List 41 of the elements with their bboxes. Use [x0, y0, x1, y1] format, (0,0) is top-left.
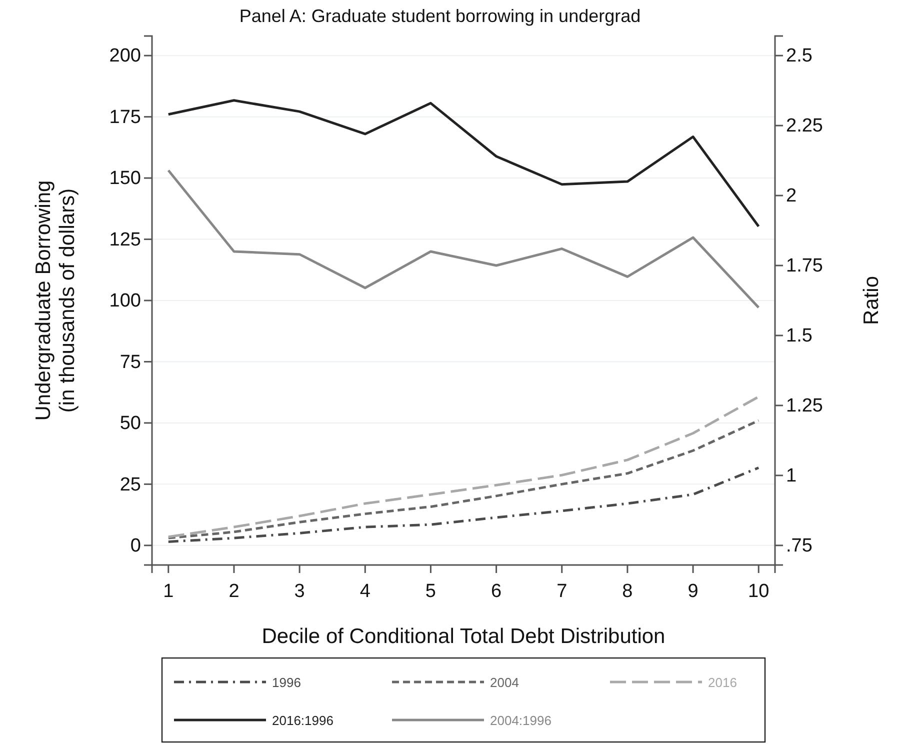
- y-tick-label: 175: [109, 106, 141, 128]
- x-axis-title: Decile of Conditional Total Debt Distribution: [262, 625, 666, 648]
- x-tick-label: 4: [360, 580, 371, 602]
- x-tick-label: 6: [491, 580, 502, 602]
- y-tick-label: 0: [130, 535, 141, 556]
- y2-tick-label: .75: [786, 535, 812, 556]
- text: 2004:1996: [490, 713, 552, 728]
- x-tick-label: 5: [425, 580, 436, 602]
- y2-tick-label: 1.75: [786, 256, 823, 277]
- y2-tick-label: 1: [786, 466, 797, 487]
- y2-tick-label: 2.25: [786, 116, 823, 137]
- y2-tick-label: 1.5: [786, 326, 812, 347]
- line-series: [167, 466, 760, 543]
- chart-title: Panel A: Graduate student borrowing in undergrad: [239, 6, 641, 26]
- y-tick-label: 75: [120, 352, 141, 373]
- y-tick-label: 25: [120, 474, 141, 496]
- y2-tick-label: 2.5: [786, 46, 812, 67]
- y-tick-label: 125: [109, 229, 141, 250]
- x-tick-label: 8: [622, 580, 633, 602]
- x-tick-label: 3: [294, 580, 305, 602]
- line-series: [167, 169, 760, 309]
- text: 2016: [708, 675, 737, 690]
- x-tick-label: 7: [556, 580, 568, 602]
- y2-tick-label: 1.25: [786, 396, 823, 417]
- line-series: [167, 99, 760, 228]
- y-tick-label: 100: [109, 290, 141, 312]
- text: 1996: [272, 675, 301, 690]
- x-tick-label: 1: [163, 580, 174, 602]
- x-tick-label: 2: [228, 580, 240, 602]
- y-tick-label: 50: [120, 413, 141, 434]
- y-tick-label: 200: [109, 46, 141, 67]
- x-tick-label: 9: [688, 580, 698, 602]
- x-tick-label: 10: [748, 580, 770, 602]
- text: 2016:1996: [272, 713, 334, 728]
- y-tick-label: 150: [109, 168, 141, 190]
- line-series: [167, 419, 760, 540]
- line-series: [167, 396, 760, 538]
- text: 2004: [490, 675, 519, 690]
- y2-tick-label: 2: [786, 186, 797, 207]
- y-axis-title: Undergraduate Borrowing (in thousands of dollars): [32, 180, 80, 421]
- y2-axis-title: Ratio: [860, 276, 883, 326]
